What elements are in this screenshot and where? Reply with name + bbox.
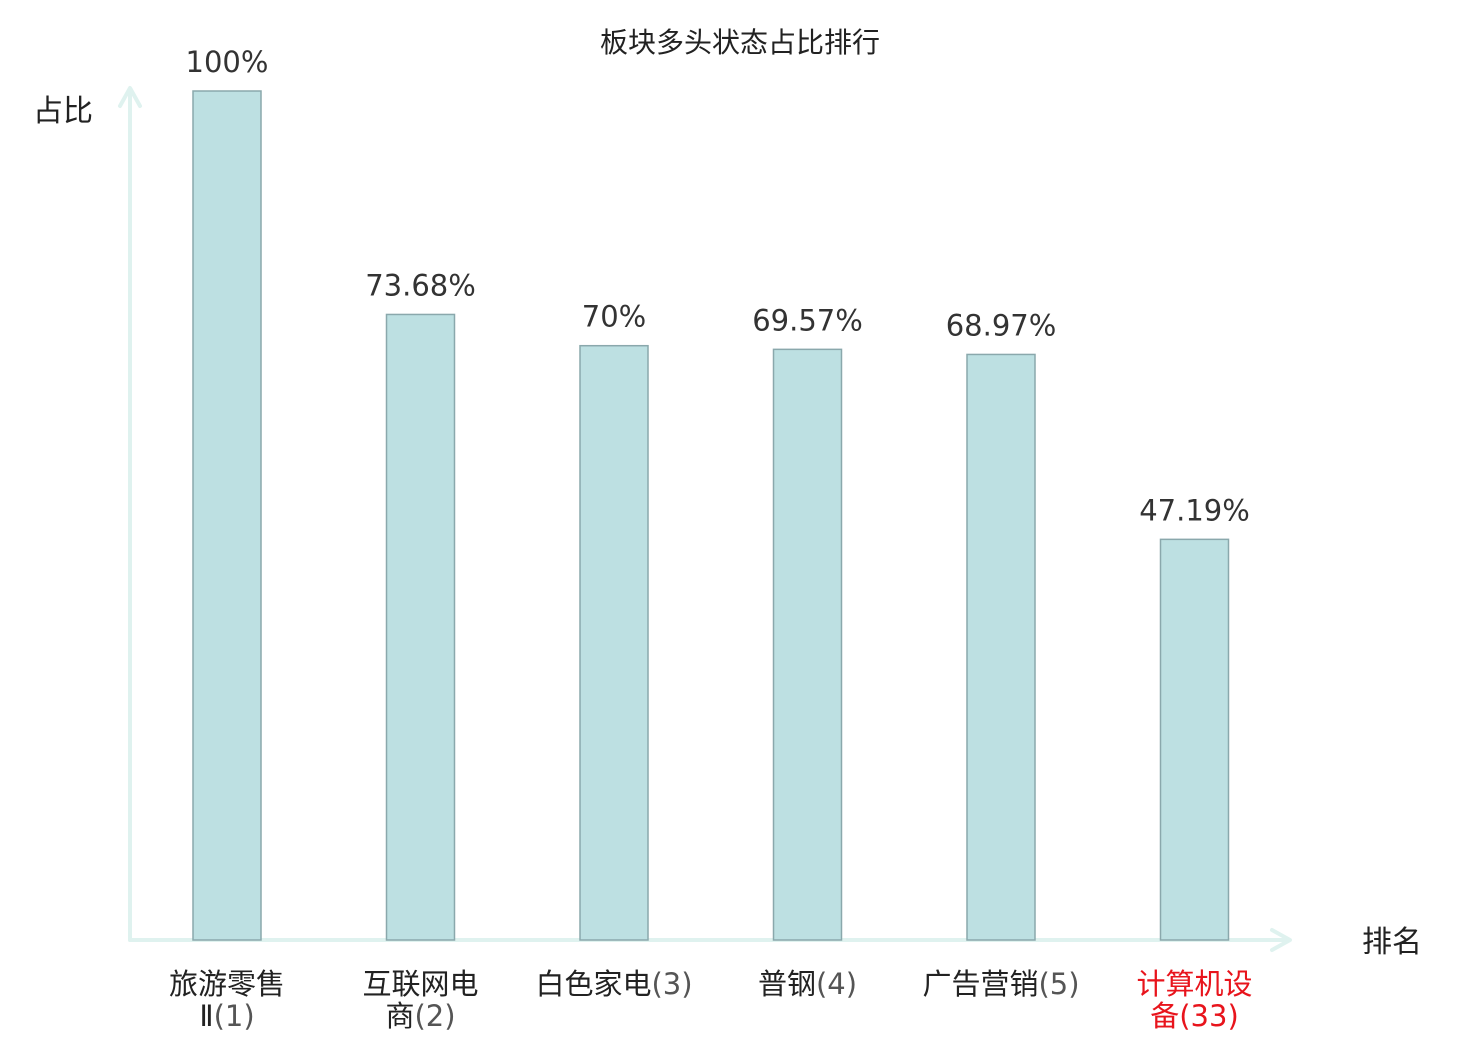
- bar: [1159, 538, 1230, 941]
- category-rank: (33): [1179, 999, 1239, 1033]
- category-rank: (1): [214, 999, 255, 1033]
- y-axis-label: 占比: [33, 94, 93, 129]
- value-label: 47.19%: [1139, 493, 1250, 527]
- category-label: 白色家电(3): [535, 967, 692, 1001]
- category-name-line: 普钢: [758, 967, 816, 1001]
- axes: [118, 86, 1292, 952]
- category-label: 旅游零售 Ⅱ(1): [169, 967, 285, 1033]
- value-label: 73.68%: [365, 268, 476, 302]
- category-name-line: 白色家电: [535, 967, 651, 1001]
- category-label: 广告营销(5): [922, 967, 1079, 1001]
- category-label: 普钢(4): [758, 967, 857, 1001]
- bar: [772, 348, 843, 941]
- y-axis-arrow: [118, 86, 142, 108]
- value-label: 69.57%: [752, 303, 863, 337]
- bar: [385, 313, 456, 941]
- category-rank: (4): [816, 967, 857, 1001]
- category-name-line: 商: [385, 999, 414, 1033]
- category-name-line: 旅游零售: [169, 967, 285, 1001]
- bar: [192, 90, 262, 941]
- category-name-line: 计算机设: [1136, 967, 1252, 1001]
- category-name-line: 备: [1150, 999, 1179, 1033]
- category-name-line: 互联网电: [362, 967, 478, 1001]
- category-label: 互联网电商(2): [362, 967, 478, 1033]
- category-rank: (2): [414, 999, 455, 1033]
- category-labels-group: 旅游零售 Ⅱ(1) 互联网电商(2) 白色家电(3) 普钢(4) 广告营销(5) 计算机设备…: [169, 967, 1253, 1033]
- bars-group: [192, 90, 1230, 941]
- x-axis-label: 排名: [1362, 925, 1422, 960]
- category-rank: (5): [1038, 967, 1079, 1001]
- chart-title: 板块多头状态占比排行: [600, 26, 880, 59]
- x-axis-arrow: [1270, 928, 1292, 952]
- value-label: 70%: [582, 300, 646, 334]
- category-rank: (3): [651, 967, 692, 1001]
- value-label: 100%: [186, 45, 269, 79]
- value-label: 68.97%: [946, 308, 1057, 342]
- category-name-line: Ⅱ: [199, 999, 213, 1033]
- category-name-line: 广告营销: [922, 967, 1038, 1001]
- bar: [966, 353, 1036, 941]
- value-labels-group: 100% 73.68% 70% 69.57% 68.97% 47.19%: [186, 45, 1250, 527]
- bar: [579, 344, 649, 941]
- category-label-highlighted: 计算机设备(33): [1136, 967, 1252, 1033]
